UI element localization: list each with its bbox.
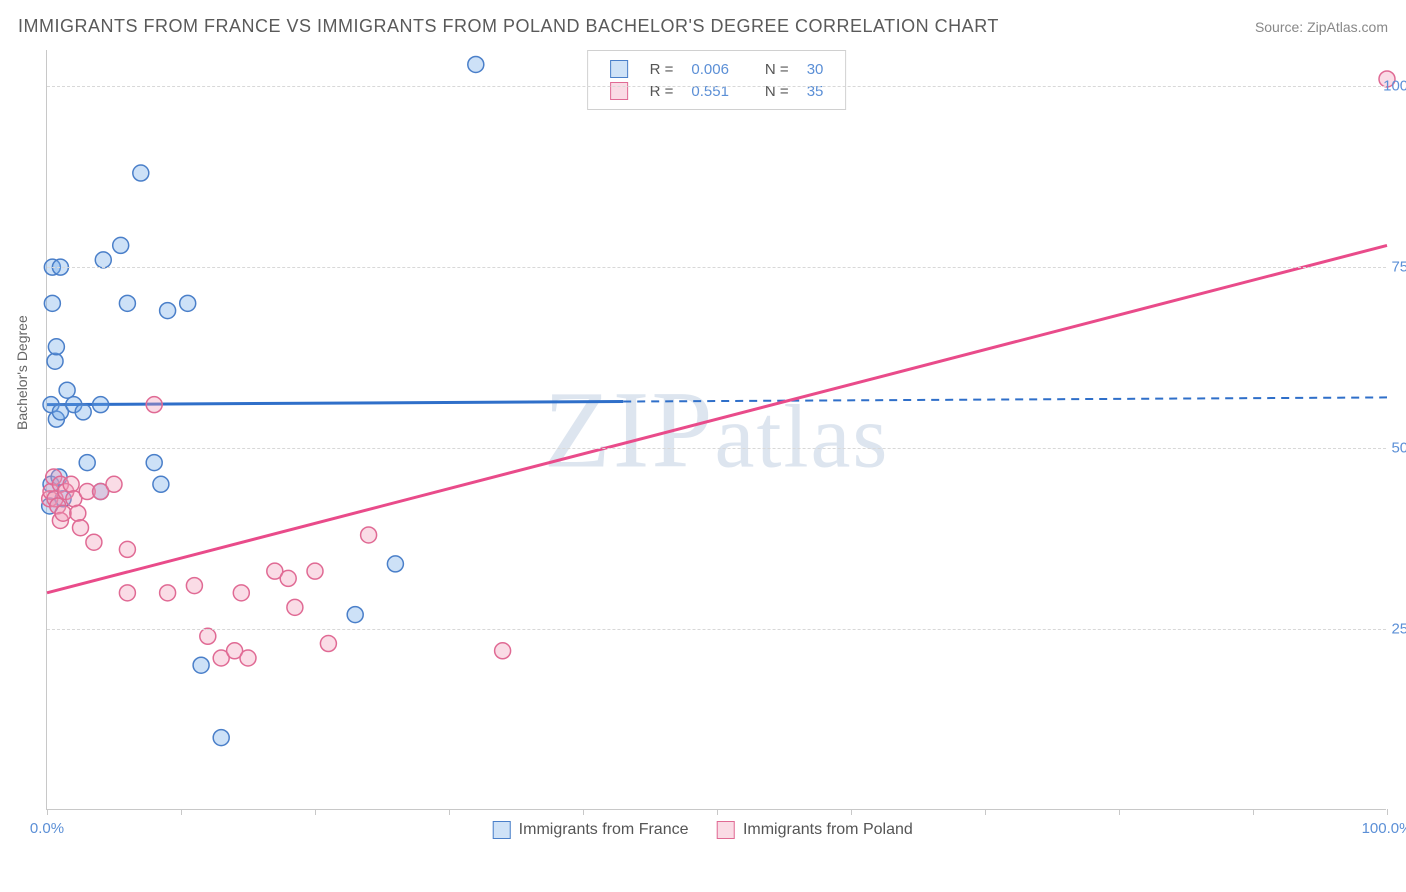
legend-correlation: R =0.006N =30R =0.551N =35 bbox=[587, 50, 847, 110]
x-tick bbox=[583, 809, 584, 815]
x-tick bbox=[985, 809, 986, 815]
chart-title: IMMIGRANTS FROM FRANCE VS IMMIGRANTS FRO… bbox=[18, 16, 999, 37]
y-tick-label: 25.0% bbox=[1391, 621, 1406, 638]
gridline bbox=[47, 629, 1386, 630]
x-tick bbox=[449, 809, 450, 815]
x-tick bbox=[1119, 809, 1120, 815]
legend-row: R =0.551N =35 bbox=[602, 81, 832, 101]
legend-correlation-table: R =0.006N =30R =0.551N =35 bbox=[600, 57, 834, 103]
x-tick bbox=[1253, 809, 1254, 815]
legend-row: R =0.006N =30 bbox=[602, 59, 832, 79]
scatter-plot-svg bbox=[47, 50, 1386, 809]
x-tick-label: 0.0% bbox=[30, 820, 64, 837]
gridline bbox=[47, 448, 1386, 449]
x-tick bbox=[47, 809, 48, 815]
source-label: Source: ZipAtlas.com bbox=[1255, 19, 1388, 35]
y-tick-label: 100.0% bbox=[1383, 78, 1406, 95]
x-tick bbox=[1387, 809, 1388, 815]
legend-item: Immigrants from Poland bbox=[716, 821, 912, 838]
gridline bbox=[47, 267, 1386, 268]
y-tick-label: 50.0% bbox=[1391, 440, 1406, 457]
legend-series: Immigrants from France Immigrants from P… bbox=[492, 821, 941, 839]
legend-item: Immigrants from France bbox=[492, 821, 688, 838]
x-tick bbox=[717, 809, 718, 815]
x-tick bbox=[181, 809, 182, 815]
chart-plot-area: ZIPatlas R =0.006N =30R =0.551N =35 Immi… bbox=[46, 50, 1386, 810]
x-tick-label: 100.0% bbox=[1362, 820, 1406, 837]
x-tick bbox=[851, 809, 852, 815]
y-axis-title: Bachelor's Degree bbox=[14, 315, 30, 430]
x-tick bbox=[315, 809, 316, 815]
gridline bbox=[47, 86, 1386, 87]
y-tick-label: 75.0% bbox=[1391, 259, 1406, 276]
